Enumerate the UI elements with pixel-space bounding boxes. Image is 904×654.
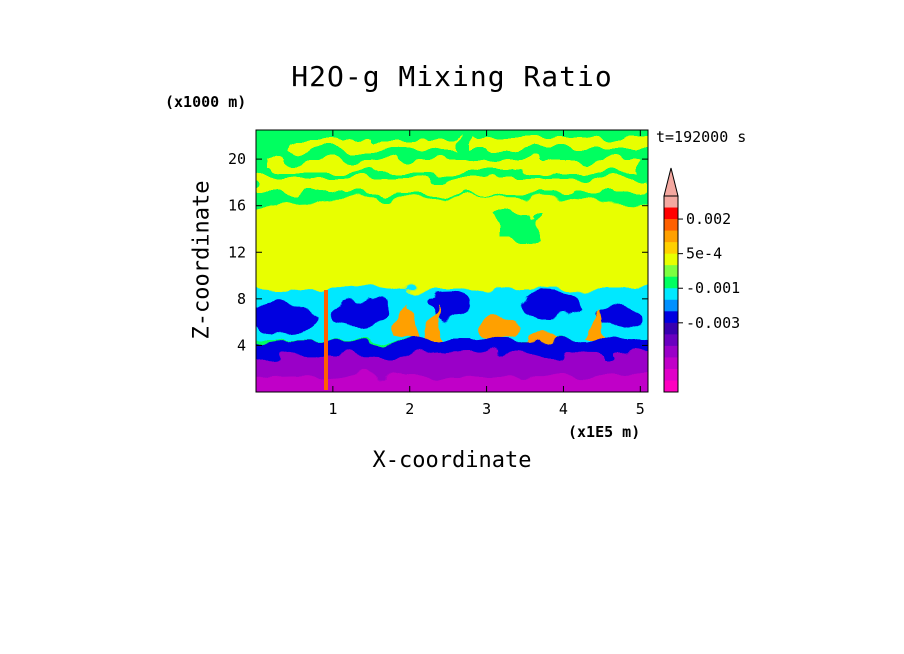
x-tick-label: 2	[405, 400, 414, 418]
x-tick-label: 5	[636, 400, 645, 418]
middle-layer	[256, 195, 648, 300]
colorbar-cell	[664, 380, 678, 393]
blue-blobs	[256, 290, 646, 334]
colorbar-cell	[664, 276, 678, 289]
plot-frame	[255, 129, 649, 393]
colorbar-cell	[664, 253, 678, 266]
heatmap-field	[256, 130, 648, 392]
y-tick-label: 4	[237, 336, 246, 354]
vertical-streak	[324, 290, 328, 390]
colorbar-cell	[664, 345, 678, 358]
colorbar-cell	[664, 265, 678, 278]
colorbar-cell	[664, 230, 678, 243]
colorbar-extend-triangle	[663, 167, 679, 197]
x-tick-label: 4	[559, 400, 568, 418]
upper-streaks	[256, 137, 648, 194]
colorbar-cell	[664, 219, 678, 232]
colorbar-label: 5e-4	[686, 245, 722, 263]
time-label: t=192000 s	[656, 128, 747, 146]
x-axis-unit: (x1E5 m)	[568, 423, 641, 441]
x-tick-label: 3	[482, 400, 491, 418]
y-tick-label: 20	[228, 150, 246, 168]
colorbar-cell	[664, 242, 678, 255]
colorbar-label: 0.002	[686, 210, 731, 228]
colorbar-cell	[664, 299, 678, 312]
colorbar-cell	[664, 196, 678, 209]
x-axis-label: X-coordinate	[372, 448, 532, 473]
colorbar-cell	[664, 207, 678, 220]
colorbar-label: -0.001	[686, 279, 740, 297]
colorbar-cell	[664, 322, 678, 335]
chart-title: H2O-g Mixing Ratio	[291, 60, 613, 93]
y-tick-label: 12	[228, 243, 246, 261]
y-axis-unit: (x1000 m)	[165, 93, 247, 111]
colorbar-cell	[664, 368, 678, 381]
colorbar-frame	[663, 195, 679, 393]
y-tick-label: 16	[228, 197, 246, 215]
lower-layer	[256, 338, 648, 392]
colorbar-cell	[664, 288, 678, 301]
colorbar-cell	[664, 334, 678, 347]
colorbar: 0.002 5e-4 -0.001 -0.003	[663, 167, 740, 393]
colorbar-label: -0.003	[686, 314, 740, 332]
x-tick-label: 1	[328, 400, 337, 418]
y-tick-label: 8	[237, 290, 246, 308]
colorbar-cell	[664, 357, 678, 370]
colorbar-cell	[664, 311, 678, 324]
